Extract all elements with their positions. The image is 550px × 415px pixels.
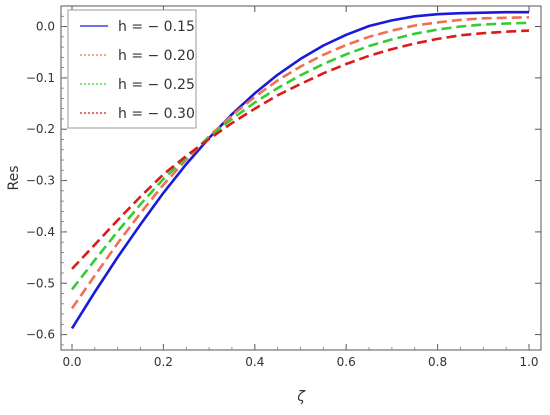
y-tick-label: −0.5 [26,276,55,290]
series-line-2 [70,16,530,310]
x-tick-label: 1.0 [519,355,538,369]
y-tick-label: −0.2 [26,122,55,136]
x-tick-label: 0.8 [428,355,447,369]
series-line-1 [70,10,529,330]
y-tick-label: −0.1 [26,71,55,85]
x-tick-label: 0.0 [62,355,81,369]
y-tick-label: 0.0 [36,20,55,34]
axes: 0.0 0.2 0.4 0.6 0.8 1.0 0.0 −0.1 −0.2 −0.3 −0.4 −0.… [26,5,542,369]
y-tick-label: −0.4 [26,225,55,239]
legend-label-2: h = − 0.20 [118,48,195,64]
legend-box [67,9,197,129]
legend-label-3: h = − 0.25 [118,77,195,93]
y-tick-label: −0.3 [26,174,55,188]
y-axis-title: Res [6,165,22,190]
legend-label-4: h = − 0.30 [118,106,195,122]
series-line-3 [70,21,530,291]
series-line-4 [71,29,530,270]
series-group [70,10,530,330]
legend-label-1: h = − 0.15 [118,19,195,35]
x-axis-title: ζ [296,389,306,405]
x-tick-label: 0.4 [245,355,264,369]
legend: h = − 0.15 h = − 0.20 h = − 0.25 h = − 0.30 [67,9,197,129]
x-tick-label: 0.2 [154,355,173,369]
x-tick-label: 0.6 [337,355,356,369]
y-tick-label: −0.6 [26,328,55,342]
plot-frame [60,5,542,351]
